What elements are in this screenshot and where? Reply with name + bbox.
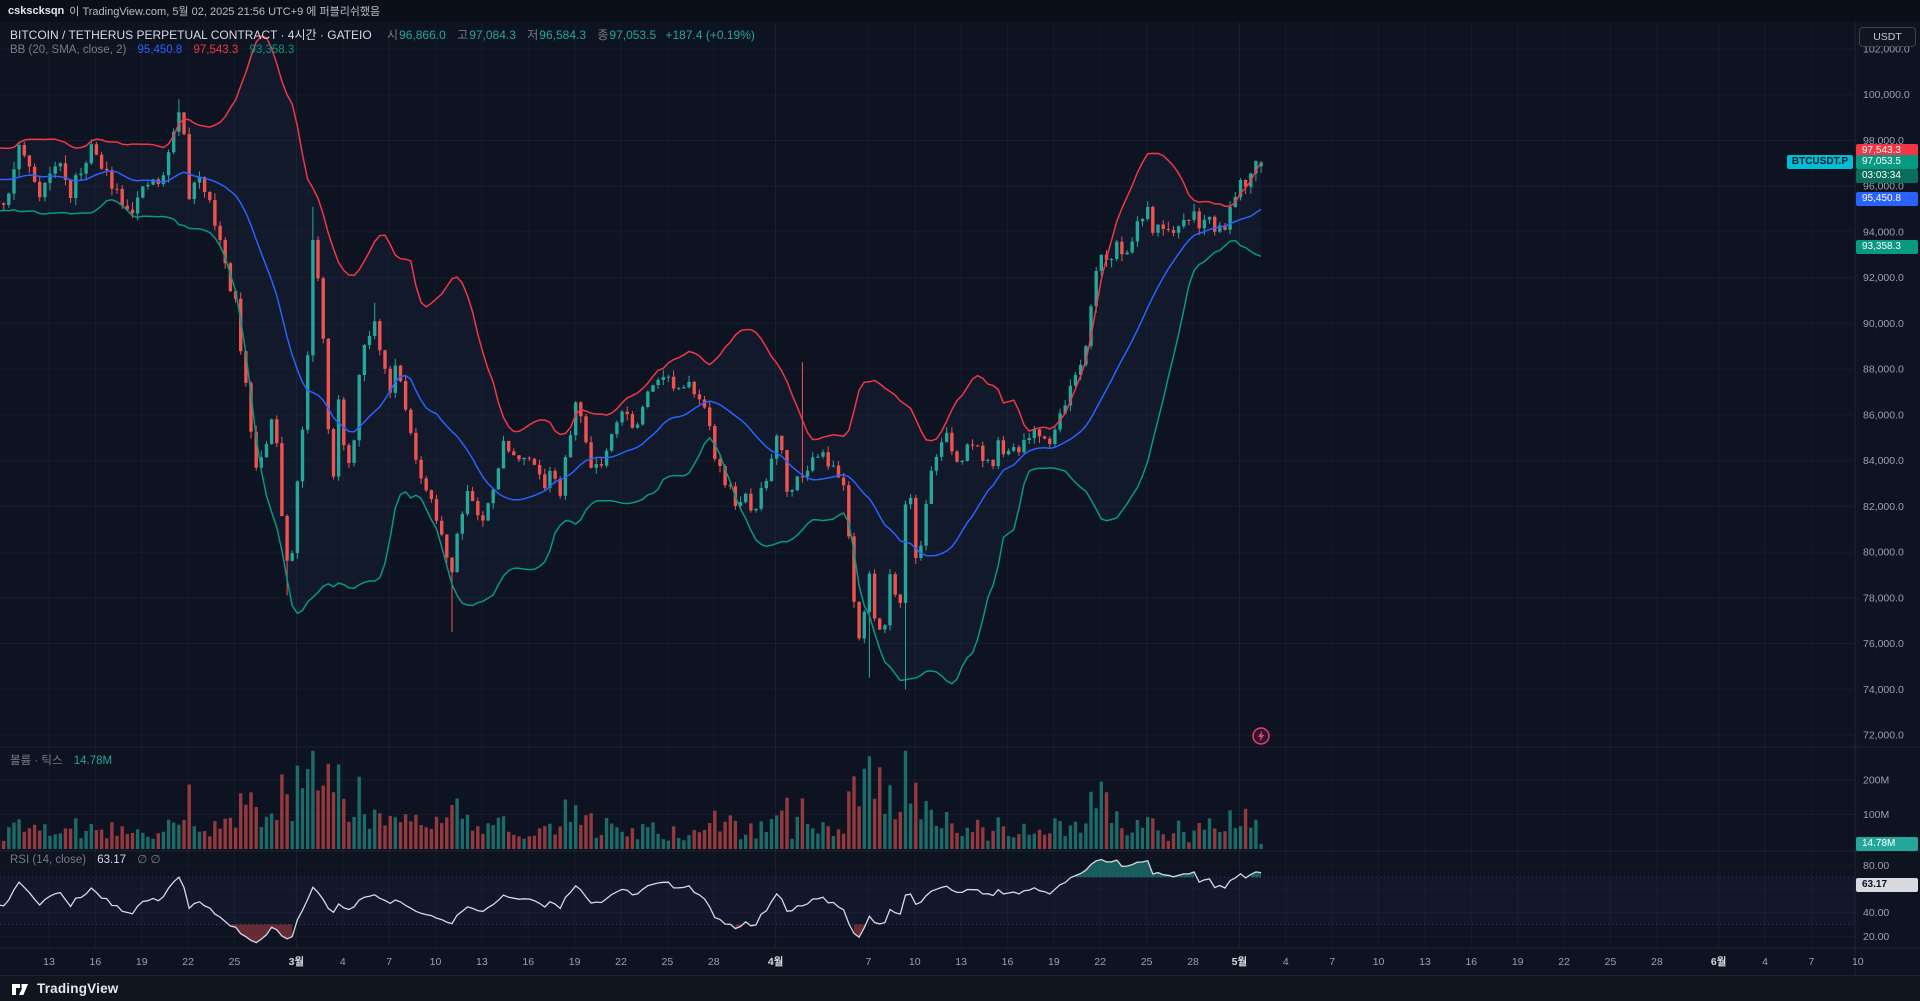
svg-text:19: 19 [1512,956,1524,968]
svg-text:200M: 200M [1863,775,1889,787]
tradingview-footer-link[interactable]: TradingView [0,975,1920,1001]
svg-text:10: 10 [430,956,442,968]
svg-text:4: 4 [340,956,346,968]
last-price-axis-label: 97,053.5 [1856,155,1918,170]
svg-text:90,000.0: 90,000.0 [1863,318,1904,330]
bb-basis-axis-label: 95,450.8 [1856,191,1918,206]
svg-text:40.00: 40.00 [1863,907,1889,919]
svg-text:28: 28 [1187,956,1199,968]
svg-text:10: 10 [1852,956,1864,968]
svg-text:4: 4 [1283,956,1289,968]
svg-text:16: 16 [90,956,102,968]
bb-lower-axis-label: 93,358.3 [1856,239,1918,254]
svg-text:4: 4 [1762,956,1768,968]
bb-lower-value: 93,358.3 [249,44,295,56]
svg-text:25: 25 [229,956,241,968]
svg-text:28: 28 [1651,956,1663,968]
svg-text:22: 22 [1558,956,1570,968]
svg-text:22: 22 [1094,956,1106,968]
svg-text:3월: 3월 [289,955,305,968]
svg-text:100M: 100M [1863,809,1889,821]
svg-text:74,000.0: 74,000.0 [1863,684,1904,696]
low-label: 저 [527,28,539,42]
svg-text:10: 10 [909,956,921,968]
svg-text:82,000.0: 82,000.0 [1863,501,1904,513]
rsi-hidden-plots: ∅ ∅ [137,854,161,866]
svg-text:16: 16 [522,956,534,968]
svg-text:100,000.0: 100,000.0 [1863,89,1910,101]
bb-upper-value: 97,543.3 [193,44,239,56]
tradingview-logo-text: TradingView [37,981,119,996]
rsi-indicator-title[interactable]: RSI (14, close) [10,854,87,866]
close-value: 97,053.5 [609,28,657,42]
svg-text:7: 7 [1809,956,1815,968]
svg-text:80.00: 80.00 [1863,860,1889,872]
volume-axis-label: 14.78M [1856,836,1918,851]
svg-text:22: 22 [615,956,627,968]
open-value: 96,866.0 [399,28,446,42]
svg-text:78,000.0: 78,000.0 [1863,592,1904,604]
svg-text:16: 16 [1002,956,1014,968]
svg-text:10: 10 [1373,956,1385,968]
high-value: 97,084.3 [469,28,516,42]
rsi-axis-label: 63.17 [1856,878,1918,893]
quick-trade-icon[interactable] [1250,725,1272,747]
svg-text:4월: 4월 [768,955,784,968]
svg-text:16: 16 [1465,956,1477,968]
svg-text:7: 7 [1329,956,1335,968]
svg-text:7: 7 [865,956,871,968]
price-axis-currency-toggle: USDT [1859,27,1916,47]
open-label: 시 [387,28,399,42]
bb-indicator-title[interactable]: BB (20, SMA, close, 2) [10,44,127,56]
svg-text:80,000.0: 80,000.0 [1863,547,1904,559]
rsi-legend-row: RSI (14, close) 63.17 ∅ ∅ [10,852,160,866]
svg-text:19: 19 [569,956,581,968]
svg-text:6월: 6월 [1711,955,1727,968]
publish-info-text: 이 TradingView.com, 5월 02, 2025 21:56 UTC… [69,6,381,18]
svg-text:20.00: 20.00 [1863,931,1889,943]
symbol-description[interactable]: BITCOIN / TETHERUS PERPETUAL CONTRACT · … [10,28,372,42]
bb-upper-axis-label: 97,543.3 [1856,143,1918,158]
svg-text:22: 22 [182,956,194,968]
bb-legend-row: BB (20, SMA, close, 2) 95,450.8 97,543.3… [10,44,294,56]
svg-text:72,000.0: 72,000.0 [1863,730,1904,742]
svg-text:13: 13 [476,956,488,968]
bar-close-countdown: 03:03:34 [1856,169,1918,184]
svg-text:13: 13 [43,956,55,968]
low-value: 96,584.3 [539,28,587,42]
symbol-name-axis-label: BTCUSDT.P [1786,155,1853,170]
svg-text:28: 28 [708,956,720,968]
close-label: 종 [597,28,609,42]
svg-text:86,000.0: 86,000.0 [1863,409,1904,421]
svg-text:25: 25 [1605,956,1617,968]
svg-text:94,000.0: 94,000.0 [1863,226,1904,238]
rsi-value: 63.17 [97,854,127,866]
symbol-legend-row: BITCOIN / TETHERUS PERPETUAL CONTRACT · … [10,26,755,43]
svg-text:88,000.0: 88,000.0 [1863,364,1904,376]
svg-text:19: 19 [1048,956,1060,968]
svg-text:25: 25 [1141,956,1153,968]
volume-legend-row: 볼륨 · 틱스 14.78M [10,752,112,768]
svg-text:5월: 5월 [1232,955,1248,968]
bb-basis-value: 95,450.8 [137,44,183,56]
svg-text:13: 13 [955,956,967,968]
svg-text:7: 7 [386,956,392,968]
svg-text:96,000.0: 96,000.0 [1863,181,1904,193]
svg-text:19: 19 [136,956,148,968]
volume-indicator-title[interactable]: 볼륨 · 틱스 [10,755,63,767]
high-label: 고 [457,28,469,42]
svg-text:76,000.0: 76,000.0 [1863,638,1904,650]
svg-text:25: 25 [662,956,674,968]
publisher-username[interactable]: cskscksqn [8,5,65,17]
change-value: +187.4 (+0.19%) [665,28,755,42]
publish-bar: cskscksqn 이 TradingView.com, 5월 02, 2025… [0,0,1920,22]
svg-text:13: 13 [1419,956,1431,968]
tradingview-logo-icon [12,983,28,995]
svg-text:92,000.0: 92,000.0 [1863,272,1904,284]
volume-value: 14.78M [73,755,113,767]
svg-text:84,000.0: 84,000.0 [1863,455,1904,467]
